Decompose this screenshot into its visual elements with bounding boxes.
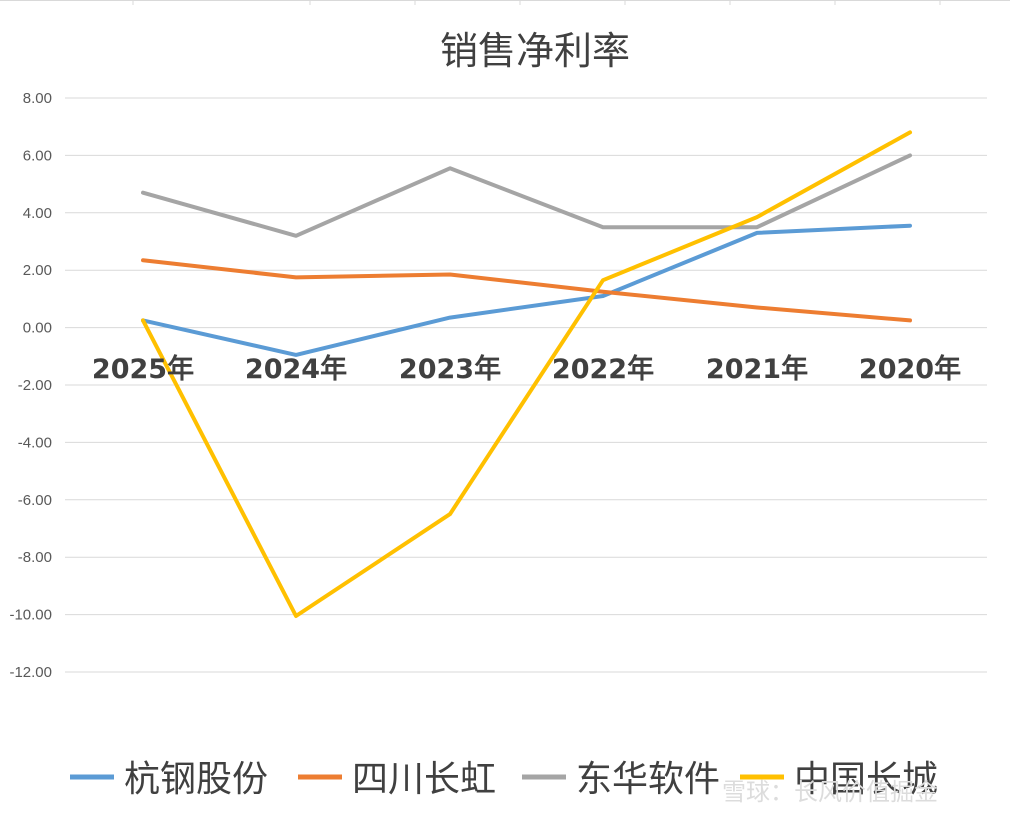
- y-tick-label: 4.00: [23, 205, 52, 222]
- x-tick-label: 2021年: [706, 353, 808, 385]
- watermark: 雪球：长风价值掘金: [722, 778, 938, 806]
- x-tick-label: 2023年: [399, 353, 501, 385]
- y-tick-label: 8.00: [23, 90, 52, 107]
- y-tick-label: -10.00: [9, 607, 52, 624]
- series-line-1: [141, 223, 912, 357]
- legend-label: 杭钢股份: [124, 759, 268, 800]
- series-line-4: [141, 130, 912, 618]
- series-lines: [141, 130, 912, 618]
- legend-label: 东华软件: [576, 759, 720, 800]
- y-tick-label: -8.00: [18, 549, 52, 566]
- y-tick-label: -12.00: [9, 664, 52, 681]
- top-border-ticks: [0, 0, 1010, 5]
- x-tick-label: 2022年: [552, 353, 654, 385]
- series-line-3: [141, 153, 912, 238]
- y-axis-tick-labels: 8.00 6.00 4.00 2.00 0.00 -2.00 -4.00 -6.00 -8.00…: [9, 90, 52, 681]
- y-tick-label: -2.00: [18, 377, 52, 394]
- chart-title: 销售净利率: [440, 29, 630, 73]
- x-tick-label: 2025年: [92, 353, 194, 385]
- y-tick-label: 6.00: [23, 147, 52, 164]
- y-tick-label: 0.00: [23, 320, 52, 337]
- x-tick-label: 2024年: [245, 353, 347, 385]
- x-axis-tick-labels: 2025年 2024年 2023年 2022年 2021年 2020年: [92, 353, 961, 385]
- y-tick-label: 2.00: [23, 262, 52, 279]
- legend: 杭钢股份 四川长虹 东华软件 中国长城: [70, 759, 938, 800]
- x-tick-label: 2020年: [859, 353, 961, 385]
- y-tick-label: -6.00: [18, 492, 52, 509]
- legend-label: 中国长城: [794, 759, 938, 800]
- legend-label: 四川长虹: [352, 759, 496, 800]
- series-line-2: [141, 258, 912, 323]
- y-tick-label: -4.00: [18, 434, 52, 451]
